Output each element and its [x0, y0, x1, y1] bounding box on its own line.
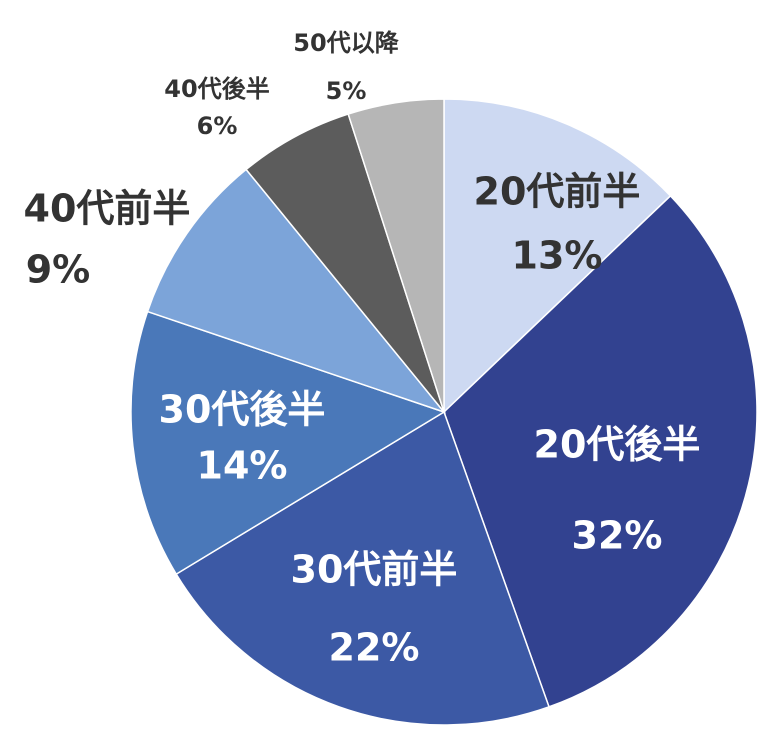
pie-slices	[130, 98, 758, 726]
slice-label: 50代以降	[293, 29, 399, 57]
slice-label: 20代前半	[474, 170, 641, 214]
slice-value-label: 22%	[329, 626, 420, 670]
slice-label: 20代後半	[534, 423, 701, 467]
pie-slice	[175, 410, 550, 726]
slice-label: 30代後半	[159, 388, 326, 432]
slice-value-label: 6%	[197, 112, 238, 140]
pie-slice	[130, 310, 446, 576]
pie-labels: 20代前半 13% 20代後半 32% 30代前半 22% 30代後半 14% 40代前半 9% 4…	[24, 29, 701, 670]
pie-slice	[347, 98, 445, 413]
slice-value-label: 5%	[326, 77, 367, 105]
slice-label: 40代前半	[24, 187, 191, 231]
pie-slice	[443, 194, 758, 708]
slice-value-label: 13%	[512, 234, 603, 278]
pie-slice	[146, 168, 447, 414]
slice-value-label: 14%	[197, 444, 288, 488]
slice-value-label: 9%	[26, 248, 91, 292]
slice-label: 40代後半	[164, 75, 269, 103]
pie-slice	[443, 98, 672, 414]
slice-label: 30代前半	[291, 548, 458, 592]
slice-value-label: 32%	[572, 514, 663, 558]
